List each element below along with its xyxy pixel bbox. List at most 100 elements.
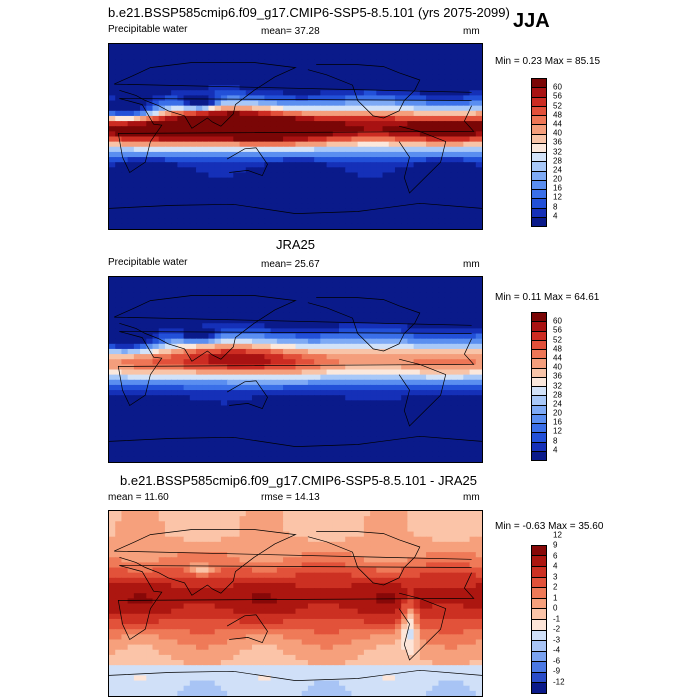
map-cell <box>444 333 452 340</box>
map-cell <box>363 203 371 210</box>
map-cell <box>363 451 371 458</box>
map-cell <box>332 151 340 158</box>
map-cell <box>140 100 147 107</box>
map-cell <box>370 431 377 437</box>
map-cell <box>183 69 191 76</box>
map-cell <box>140 223 147 229</box>
map-cell <box>382 451 390 458</box>
map-cell <box>164 157 172 163</box>
map-cell <box>158 354 166 360</box>
map-cell <box>289 323 297 329</box>
map-cell <box>457 405 464 412</box>
map-cell <box>301 307 309 314</box>
map-cell <box>258 277 266 283</box>
map-cell <box>307 526 315 533</box>
map-cell <box>264 451 272 458</box>
map-cell <box>127 110 135 117</box>
map-cell <box>450 333 458 340</box>
map-cell <box>121 292 129 299</box>
map-cell <box>320 141 328 148</box>
map-cell <box>351 95 359 102</box>
map-cell <box>121 85 129 91</box>
map-cell <box>444 359 452 365</box>
map-cell <box>146 157 154 163</box>
map-cell <box>388 369 396 376</box>
colorbar-segment <box>532 432 546 442</box>
map-cell <box>469 359 477 365</box>
map-cell <box>339 110 346 117</box>
map-cell <box>332 395 340 401</box>
map-cell <box>413 436 421 443</box>
map-cell <box>401 420 408 427</box>
map-cell <box>214 187 222 194</box>
map-cell <box>326 131 334 138</box>
map-cell <box>289 95 297 102</box>
map-cell <box>146 531 154 538</box>
map-cell <box>388 297 396 304</box>
map-cell <box>109 426 116 432</box>
map-cell <box>289 213 297 220</box>
map-cell <box>276 54 284 61</box>
map-cell <box>152 333 160 340</box>
map-cell <box>307 203 315 210</box>
map-cell <box>463 369 471 376</box>
map-cell <box>301 516 309 522</box>
map-cell <box>357 369 365 376</box>
map-cell <box>301 85 309 91</box>
map-cell <box>270 531 278 538</box>
map-cell <box>463 323 471 329</box>
map-cell <box>432 203 440 210</box>
map-cell <box>258 521 266 528</box>
map-cell <box>469 400 477 407</box>
map-cell <box>140 95 147 102</box>
map-cell <box>133 277 141 283</box>
map-cell <box>363 64 371 71</box>
map-cell <box>289 348 297 355</box>
map-cell <box>339 44 346 50</box>
map-cell <box>152 100 160 107</box>
map-cell <box>140 203 147 210</box>
map-cell <box>475 54 482 61</box>
map-cell <box>283 333 290 340</box>
map-cell <box>407 426 415 432</box>
map-cell <box>332 218 340 225</box>
map-cell <box>295 390 303 396</box>
map-cell <box>326 54 334 61</box>
map-cell <box>158 395 166 401</box>
map-cell <box>146 277 154 283</box>
map-cell <box>457 431 464 437</box>
map-cell <box>264 182 272 189</box>
map-cell <box>220 302 228 309</box>
map-cell <box>407 333 415 340</box>
map-cell <box>258 115 266 122</box>
map-cell <box>388 541 396 548</box>
map-cell <box>413 420 421 427</box>
map-cell <box>227 415 234 422</box>
map-cell <box>376 552 384 558</box>
map-cell <box>438 126 446 132</box>
colorbar-tick-label: 12 <box>553 426 562 436</box>
map-cell <box>227 441 234 448</box>
map-cell <box>363 162 371 168</box>
map-cell <box>202 536 210 543</box>
map-cell <box>189 110 197 117</box>
map-cell <box>457 167 464 174</box>
map-cell <box>357 446 365 453</box>
map-cell <box>227 182 234 189</box>
map-cell <box>214 218 222 225</box>
map-cell <box>214 162 222 168</box>
map-cell <box>264 131 272 138</box>
map-cell <box>345 431 353 437</box>
map-cell <box>214 49 222 55</box>
map-cell <box>164 441 172 448</box>
map-cell <box>351 405 359 412</box>
map-cell <box>351 54 359 61</box>
map-cell <box>258 54 266 61</box>
map-cell <box>133 511 141 517</box>
map-cell <box>376 44 384 50</box>
map-cell <box>158 312 166 319</box>
map-cell <box>363 431 371 437</box>
map-cell <box>251 312 259 319</box>
map-cell <box>270 121 278 127</box>
map-cell <box>283 172 290 179</box>
